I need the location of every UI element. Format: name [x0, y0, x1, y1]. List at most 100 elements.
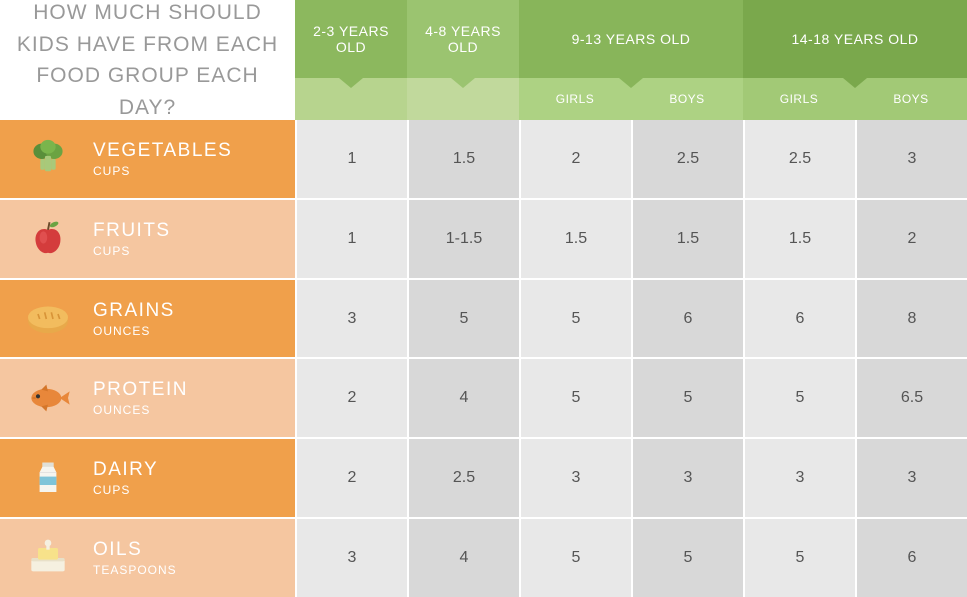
data-cells: 355668	[295, 280, 967, 358]
food-label-cell: FRUITS CUPS	[0, 200, 295, 278]
data-cell: 1.5	[631, 200, 743, 278]
age-group-label: 9-13 YEARS OLD	[519, 0, 743, 78]
data-cell: 5	[631, 359, 743, 437]
food-text: VEGETABLES CUPS	[93, 140, 232, 178]
data-cells: 22.53333	[295, 439, 967, 517]
age-sublabel: GIRLS	[743, 78, 855, 120]
food-row: FRUITSCUPS11-1.51.51.51.52	[0, 200, 967, 280]
data-cell: 3	[743, 439, 855, 517]
milk-icon	[18, 448, 78, 508]
data-cell: 4	[407, 359, 519, 437]
data-cell: 5	[519, 359, 631, 437]
food-label-cell: GRAINS OUNCES	[0, 280, 295, 358]
data-cell: 6	[743, 280, 855, 358]
food-table: HOW MUCH SHOULD KIDS HAVE FROM EACH FOOD…	[0, 0, 967, 597]
food-text: DAIRY CUPS	[93, 459, 158, 497]
food-row: VEGETABLESCUPS11.522.52.53	[0, 120, 967, 200]
data-cell: 8	[855, 280, 967, 358]
header-section: HOW MUCH SHOULD KIDS HAVE FROM EACH FOOD…	[0, 0, 967, 120]
data-cell: 1.5	[519, 200, 631, 278]
apple-icon	[18, 209, 78, 269]
food-unit: CUPS	[93, 483, 158, 497]
data-cell: 2.5	[407, 439, 519, 517]
data-cell: 5	[519, 280, 631, 358]
food-name: VEGETABLES	[93, 140, 232, 162]
food-name: DAIRY	[93, 459, 158, 481]
food-row: DAIRYCUPS22.53333	[0, 439, 967, 519]
age-group-label: 4-8 YEARS OLD	[407, 0, 519, 78]
data-cells: 11-1.51.51.51.52	[295, 200, 967, 278]
data-cell: 3	[631, 439, 743, 517]
age-group-column: 9-13 YEARS OLDGIRLSBOYS	[519, 0, 743, 120]
data-cell: 3	[295, 519, 407, 597]
data-cell: 1.5	[407, 120, 519, 198]
chevron-down-icon	[619, 78, 643, 88]
data-cell: 2	[295, 439, 407, 517]
food-row: OILSTEASPOONS345556	[0, 519, 967, 597]
food-name: OILS	[93, 539, 177, 561]
butter-icon	[18, 528, 78, 588]
data-cell: 5	[631, 519, 743, 597]
food-name: FRUITS	[93, 220, 171, 242]
food-text: FRUITS CUPS	[93, 220, 171, 258]
data-cells: 345556	[295, 519, 967, 597]
data-cell: 6.5	[855, 359, 967, 437]
food-text: GRAINS OUNCES	[93, 300, 175, 338]
food-name: GRAINS	[93, 300, 175, 322]
data-cell: 1	[295, 200, 407, 278]
data-cell: 6	[631, 280, 743, 358]
data-cell: 3	[855, 439, 967, 517]
data-cell: 5	[743, 519, 855, 597]
food-text: OILS TEASPOONS	[93, 539, 177, 577]
food-text: PROTEIN OUNCES	[93, 379, 188, 417]
age-group-column: 2-3 YEARS OLD	[295, 0, 407, 120]
data-cell: 5	[407, 280, 519, 358]
bread-icon	[18, 289, 78, 349]
food-name: PROTEIN	[93, 379, 188, 401]
data-cell: 3	[855, 120, 967, 198]
data-cell: 4	[407, 519, 519, 597]
data-cell: 1.5	[743, 200, 855, 278]
age-group-column: 14-18 YEARS OLDGIRLSBOYS	[743, 0, 967, 120]
data-cell: 3	[295, 280, 407, 358]
age-sublabel: GIRLS	[519, 78, 631, 120]
data-cell: 3	[519, 439, 631, 517]
age-sublabel: BOYS	[631, 78, 743, 120]
food-row: PROTEINOUNCES245556.5	[0, 359, 967, 439]
age-group-label: 2-3 YEARS OLD	[295, 0, 407, 78]
data-cell: 1-1.5	[407, 200, 519, 278]
chevron-down-icon	[339, 78, 363, 88]
food-row: GRAINSOUNCES355668	[0, 280, 967, 360]
data-cell: 2.5	[743, 120, 855, 198]
food-label-cell: PROTEIN OUNCES	[0, 359, 295, 437]
food-label-cell: VEGETABLES CUPS	[0, 120, 295, 198]
data-cell: 5	[519, 519, 631, 597]
body-section: VEGETABLESCUPS11.522.52.53FRUITSCUPS11-1…	[0, 120, 967, 597]
broccoli-icon	[18, 129, 78, 189]
data-cell: 1	[295, 120, 407, 198]
age-group-column: 4-8 YEARS OLD	[407, 0, 519, 120]
food-unit: OUNCES	[93, 324, 175, 338]
age-sublabel: BOYS	[855, 78, 967, 120]
chevron-down-icon	[843, 78, 867, 88]
food-unit: OUNCES	[93, 403, 188, 417]
data-cell: 2	[295, 359, 407, 437]
fish-icon	[18, 368, 78, 428]
data-cells: 245556.5	[295, 359, 967, 437]
food-label-cell: OILS TEASPOONS	[0, 519, 295, 597]
age-group-label: 14-18 YEARS OLD	[743, 0, 967, 78]
chevron-down-icon	[451, 78, 475, 88]
data-cell: 5	[743, 359, 855, 437]
title-cell: HOW MUCH SHOULD KIDS HAVE FROM EACH FOOD…	[0, 0, 295, 120]
data-cell: 2.5	[631, 120, 743, 198]
page-title: HOW MUCH SHOULD KIDS HAVE FROM EACH FOOD…	[15, 0, 280, 123]
food-unit: CUPS	[93, 244, 171, 258]
data-cells: 11.522.52.53	[295, 120, 967, 198]
food-unit: TEASPOONS	[93, 563, 177, 577]
food-label-cell: DAIRY CUPS	[0, 439, 295, 517]
data-cell: 2	[519, 120, 631, 198]
age-headers: 2-3 YEARS OLD4-8 YEARS OLD9-13 YEARS OLD…	[295, 0, 967, 120]
food-unit: CUPS	[93, 164, 232, 178]
data-cell: 2	[855, 200, 967, 278]
data-cell: 6	[855, 519, 967, 597]
